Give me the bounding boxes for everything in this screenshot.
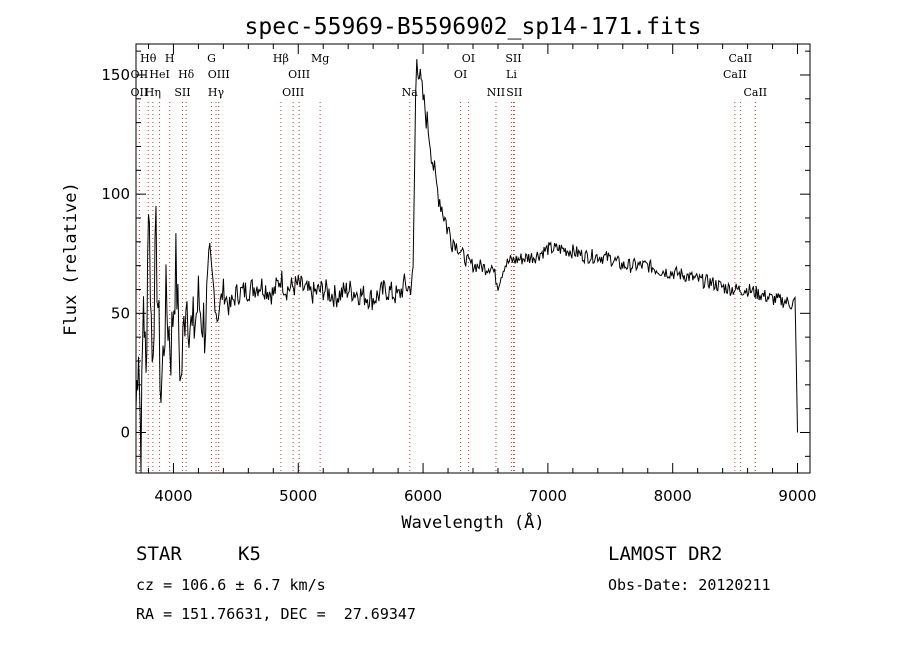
obs-date: Obs-Date: 20120211	[608, 576, 771, 594]
x-tick-label: 5000	[279, 487, 317, 505]
chart-title: spec-55969-B5596902_sp14-171.fits	[245, 14, 702, 40]
spectral-line-label: CaII	[729, 52, 753, 65]
x-tick-label: 9000	[778, 487, 816, 505]
spectral-line-label: H	[165, 52, 175, 65]
spectral-line-label: OI	[462, 52, 475, 65]
x-tick-label: 4000	[154, 487, 192, 505]
coordinates: RA = 151.76631, DEC = 27.69347	[136, 605, 416, 623]
spectral-line-label: OIII	[288, 68, 310, 81]
spectral-line-label: Hη	[145, 86, 161, 99]
y-tick-label: 0	[120, 423, 130, 441]
x-tick-label: 7000	[529, 487, 567, 505]
spectral-line-label: SII	[505, 52, 521, 65]
spectral-line-label: Hβ	[273, 52, 289, 65]
y-tick-label: 100	[101, 185, 130, 203]
x-tick-label: 8000	[654, 487, 692, 505]
object-subclass: K5	[238, 543, 261, 565]
spectral-line-label: NII	[487, 86, 505, 99]
spectral-line-label: Na	[402, 86, 419, 99]
object-class: STAR	[136, 543, 182, 565]
spectral-line-label: Li	[506, 68, 517, 81]
spectral-line-label: SII	[506, 86, 522, 99]
spectral-line-label: OIII	[282, 86, 304, 99]
spectral-line-label: SII	[174, 86, 190, 99]
spectral-line-label: OII	[131, 86, 149, 99]
spectral-line-label: Hγ	[208, 86, 225, 99]
y-tick-label: 50	[111, 304, 130, 322]
plot-frame	[135, 43, 811, 474]
spectral-line-label: OI	[454, 68, 467, 81]
x-tick-label: 6000	[404, 487, 442, 505]
y-axis-label: Flux (relative)	[61, 182, 81, 336]
spectrum-line	[135, 59, 798, 474]
redshift-readout: cz = 106.6 ± 6.7 km/s	[136, 576, 326, 594]
spectral-line-label: Hδ	[178, 68, 195, 81]
x-axis-label: Wavelength (Å)	[401, 511, 544, 533]
spectral-line-label: CaII	[723, 68, 747, 81]
survey-name: LAMOST DR2	[608, 543, 723, 565]
y-tick-label: 150	[101, 66, 130, 84]
spectral-line-label: Mg	[311, 52, 329, 65]
spectrum-chart: spec-55969-B5596902_sp14-171.fits Hθ OII O…	[61, 14, 817, 533]
spectral-line-label: OIII	[208, 68, 230, 81]
spectral-lines: HθOIIOIIHηHeIHHδSIIGOIIIHγHβOIIIOIIIMgNa…	[131, 52, 767, 473]
spectral-line-label: HeI	[149, 68, 169, 81]
spectral-line-label: G	[207, 52, 216, 65]
axis-ticks: 4000 5000 6000 7000 8000 9000 0 50 100 150	[101, 44, 817, 505]
spectral-line-label: CaII	[743, 86, 767, 99]
spectral-line-label: Hθ	[140, 52, 157, 65]
